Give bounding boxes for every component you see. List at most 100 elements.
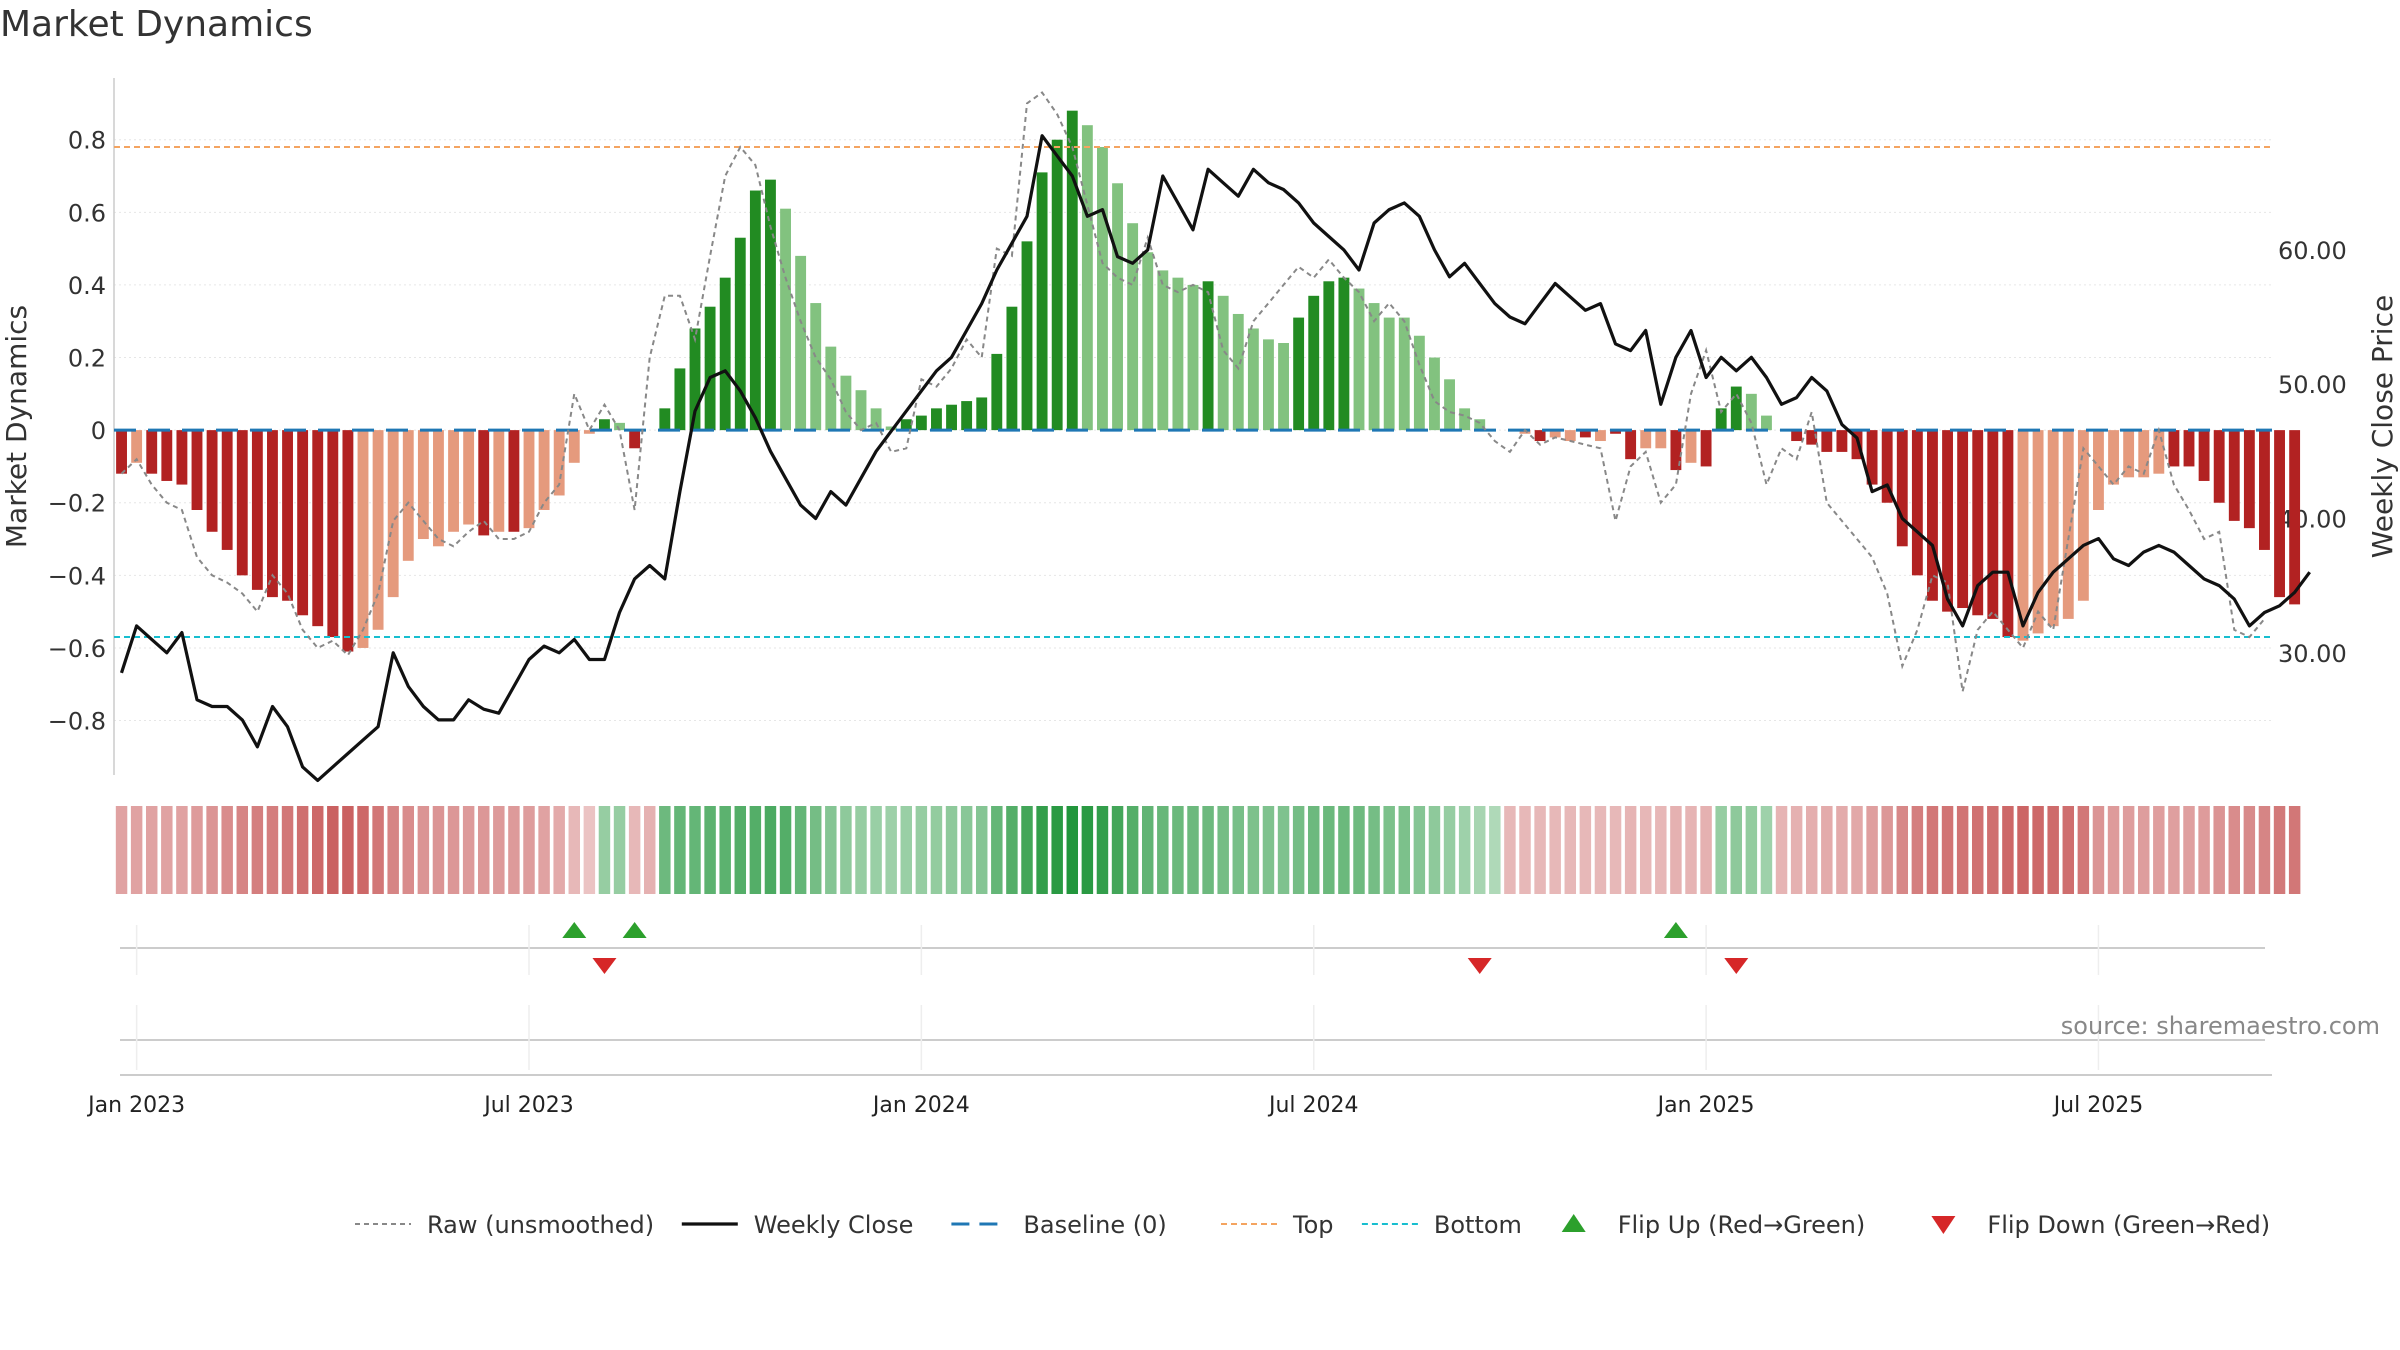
legend-label-flip_down: Flip Down (Green→Red) [1987,1211,2270,1239]
dynamics-bar [1806,430,1818,445]
legend-label-close: Weekly Close [754,1211,914,1239]
dynamics-bar [1972,430,1984,616]
regime-cell [2047,806,2059,894]
regime-cell [1579,806,1592,894]
dynamics-bar [976,397,988,431]
dynamics-bar [1172,277,1184,431]
regime-cell [1247,806,1260,894]
dynamics-bar [1474,419,1486,431]
regime-cell [1609,806,1622,894]
regime-cell [447,806,460,894]
regime-cell [628,806,641,894]
regime-cell [1821,806,1833,894]
dynamics-bar [2047,430,2059,627]
dynamics-bar [2017,430,2029,641]
dynamics-bar [915,415,927,431]
dynamics-bar [2032,430,2044,634]
dynamics-bar [1112,183,1123,431]
dynamics-bar [1564,430,1576,442]
y-left-axis-title: Market Dynamics [0,305,33,548]
regime-cell [764,806,777,894]
regime-cell [1081,806,1094,894]
regime-cell [2198,806,2210,894]
regime-cell [1368,806,1380,894]
regime-cell [855,806,867,894]
dynamics-bar [900,419,912,431]
regime-cell [1202,806,1214,894]
regime-cell [1021,806,1033,894]
regime-cell [719,806,731,894]
regime-cell [1971,806,1984,894]
regime-cell [1730,806,1743,894]
dynamics-bar [795,255,807,431]
regime-cell [1624,806,1637,894]
dynamics-bar [749,190,761,431]
dynamics-bar [1851,430,1863,460]
regime-cell [1549,806,1561,894]
dynamics-bar [312,430,324,627]
dynamics-bar [1595,430,1606,442]
legend: Raw (unsmoothed) Weekly Close Baseline (0)… [355,1211,2270,1239]
dynamics-bar [1745,393,1757,431]
regime-cell [432,806,445,894]
regime-cell [825,806,837,894]
dynamics-bar [402,430,414,561]
regime-cell [2077,806,2090,894]
regime-cell [296,806,309,894]
dynamics-bar [568,430,580,463]
regime-cell [311,806,324,894]
dynamics-bar [2168,430,2180,467]
regime-cell [1805,806,1818,894]
axes: 0.8 0.6 0.4 0.2 0 −0.2 −0.4 −0.6 −0.8 60.00 50.00 4… [0,78,2399,775]
regime-cell [870,806,882,894]
dynamics-bar [1338,277,1350,431]
dynamics-bar [1232,313,1244,431]
dynamics-bar [1051,139,1063,431]
regime-cell [130,806,143,894]
dynamics-bar [946,404,957,431]
regime-cell [1745,806,1758,894]
dynamics-bar [1263,339,1274,431]
regime-cell [1006,806,1018,894]
dynamics-bar [1927,430,1938,601]
regime-cell [1911,806,1924,894]
regime-cell [1715,806,1727,894]
regime-cell [2122,806,2135,894]
x-tick-label: Jan 2023 [86,1093,185,1118]
dynamics-bar [1700,430,1712,467]
regime-cell [372,806,384,894]
regime-cell [1141,806,1154,894]
regime-cell [1217,806,1229,894]
dynamics-bar [1202,281,1214,431]
dynamics-bar [2243,430,2255,529]
flip-down-marker [1724,958,1749,974]
reference-lines [114,145,2272,639]
regime-cell [221,806,233,894]
dynamics-bar [2002,430,2014,638]
regime-cell [568,806,581,894]
dynamics-bar [1761,415,1772,431]
dynamics-bar [1097,146,1108,431]
dynamics-bar [1398,317,1410,431]
dynamics-bar [1685,430,1697,463]
dynamics-bar [734,237,746,431]
regime-cell [553,806,565,894]
regime-cell [734,806,747,894]
dynamics-bar [297,430,309,616]
regime-cell [1685,806,1697,894]
dynamics-bar [1278,343,1289,431]
dynamics-bar [206,430,218,532]
regime-cell [2273,806,2286,894]
dynamics-bar [251,430,263,590]
dynamics-bar [508,430,520,532]
dynamics-bar [1247,328,1259,431]
dynamics-bar [1730,386,1742,431]
dynamics-bar [1383,317,1395,431]
dynamics-bar [1353,288,1365,431]
dynamics-bar [342,430,354,652]
dynamics-bar [931,408,942,431]
y-right-tick-label: 40.00 [2278,505,2347,533]
dynamics-bar [961,401,973,431]
legend-swatch-flip-down [1931,1216,1956,1234]
